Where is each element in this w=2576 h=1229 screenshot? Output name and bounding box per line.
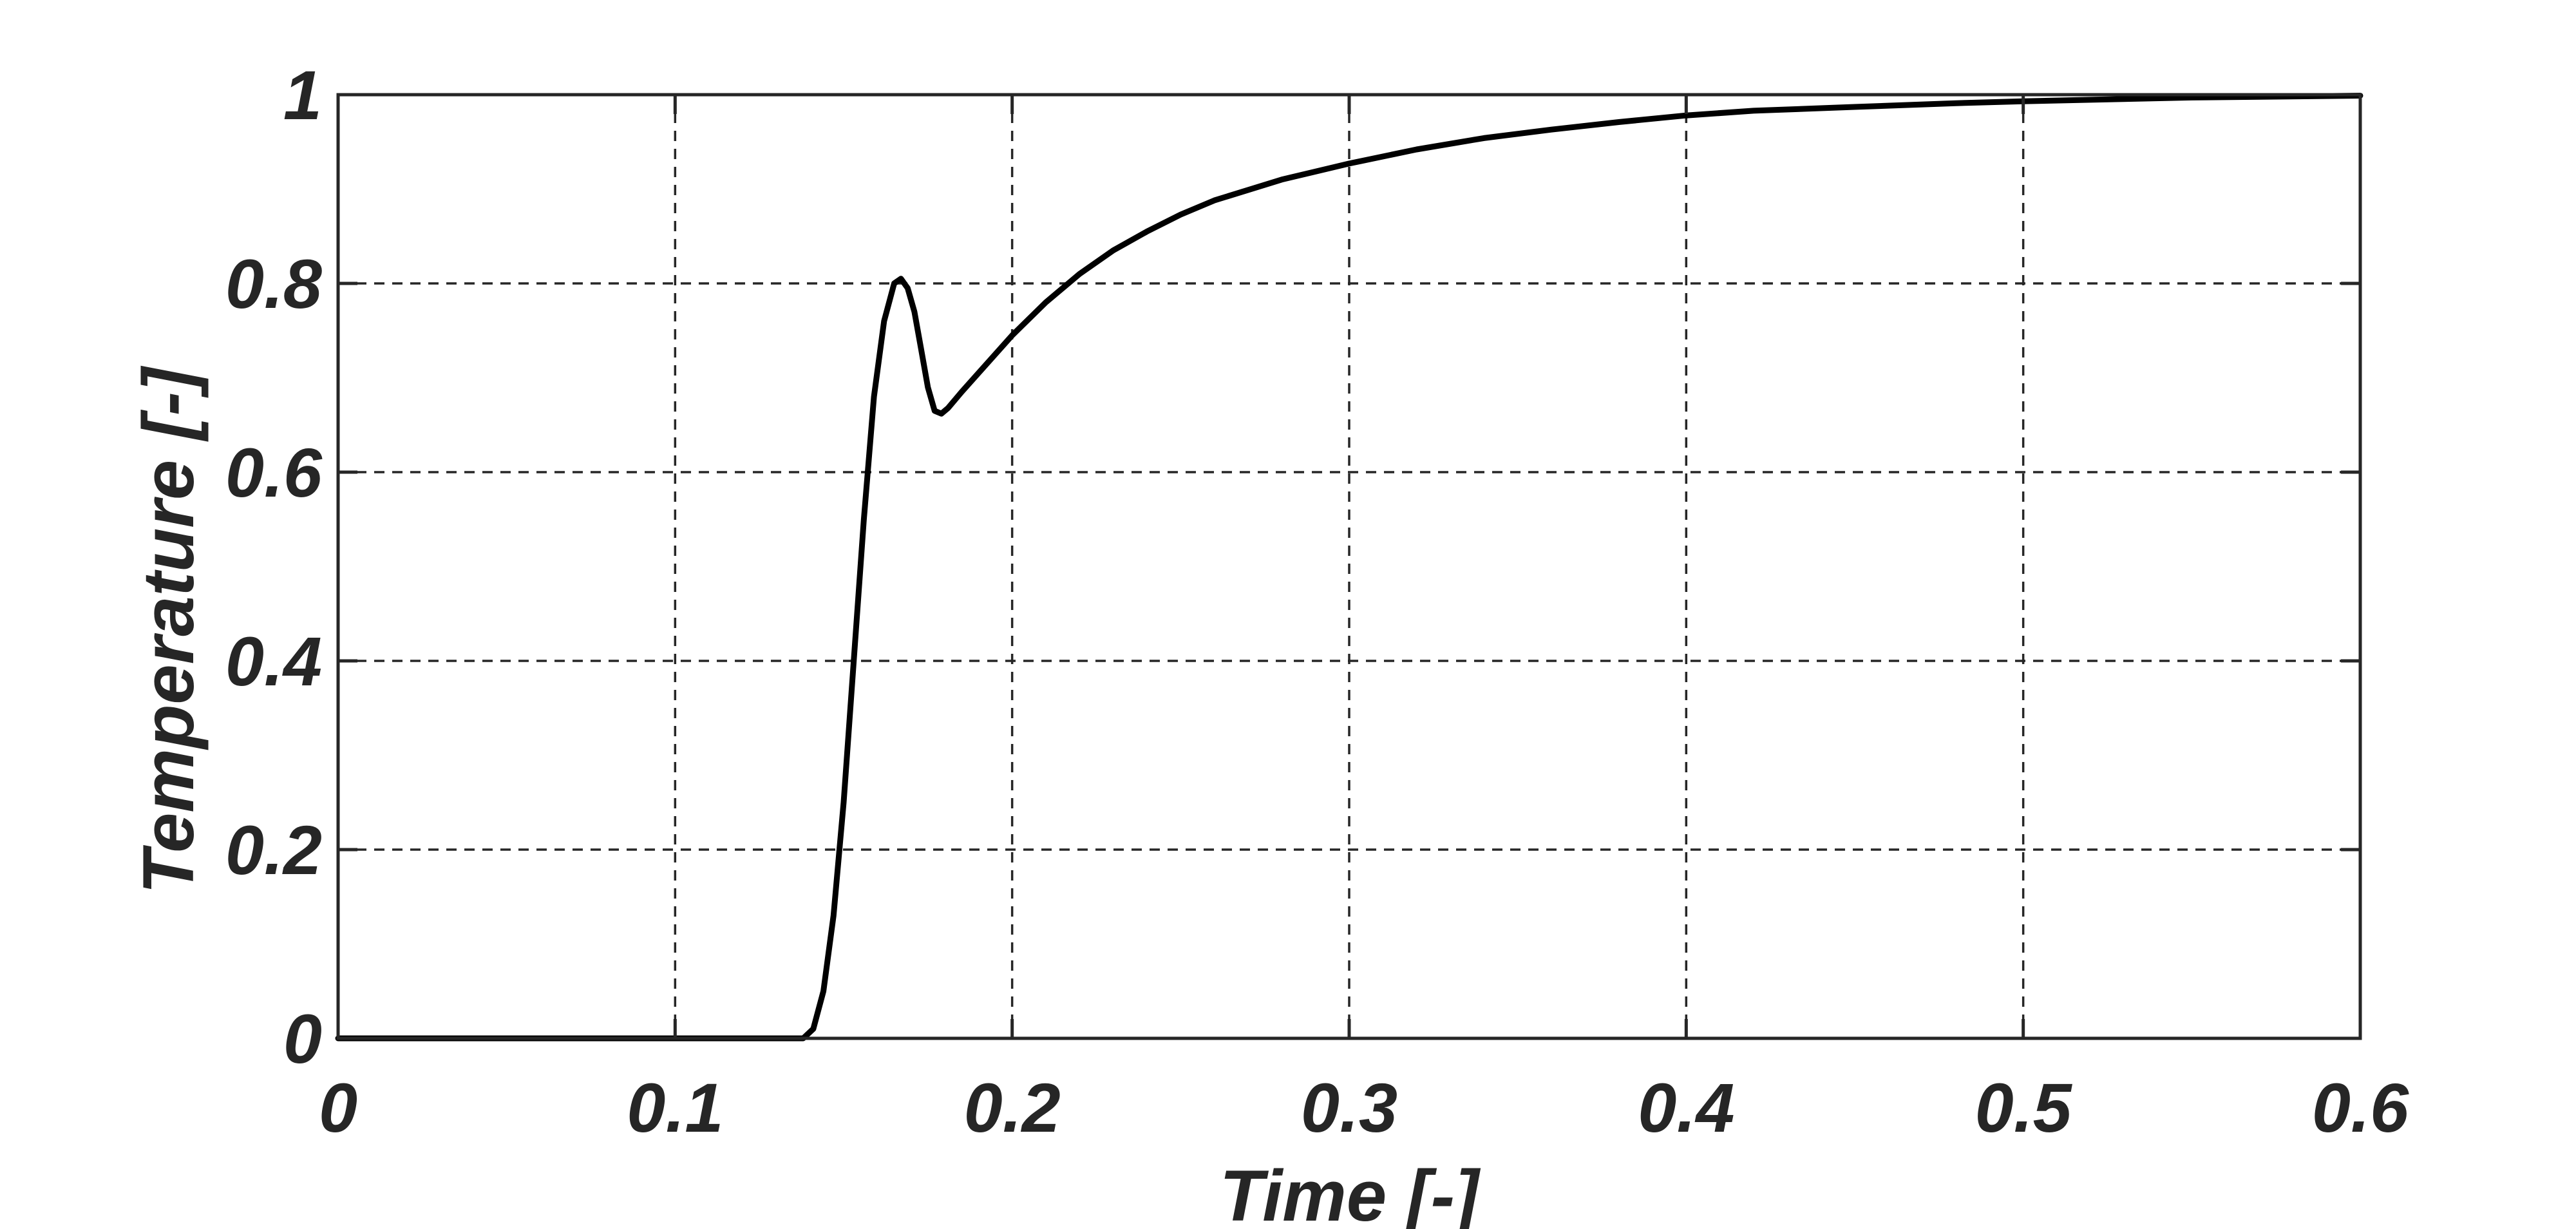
series-line	[335, 93, 2363, 1042]
x-tick-labels: 0 0.1 0.2 0.3 0.4 0.5 0.6	[319, 1069, 2409, 1147]
y-tick-label: 1	[283, 56, 322, 134]
x-axis-label: Time [-]	[1220, 1156, 1481, 1229]
x-tick-label: 0.2	[964, 1069, 1061, 1147]
y-tick-label: 0	[283, 1000, 322, 1078]
x-tick-label: 0.4	[1638, 1069, 1734, 1147]
x-tick-label: 0.1	[627, 1069, 723, 1147]
y-axis-label: Temperature [-]	[128, 365, 209, 894]
tick-marks	[336, 93, 2362, 1040]
x-tick-label: 0	[319, 1069, 357, 1147]
x-tick-label: 0.6	[2312, 1069, 2409, 1147]
x-tick-label: 0.3	[1301, 1069, 1397, 1147]
y-tick-label: 0.6	[225, 433, 323, 511]
y-tick-labels: 0 0.2 0.4 0.6 0.8 1	[225, 56, 323, 1078]
y-tick-label: 0.2	[225, 811, 322, 889]
y-tick-label: 0.8	[225, 245, 322, 323]
grid	[338, 95, 2360, 1038]
x-tick-label: 0.5	[1975, 1069, 2073, 1147]
y-tick-label: 0.4	[225, 622, 322, 700]
series-group	[335, 93, 2363, 1042]
